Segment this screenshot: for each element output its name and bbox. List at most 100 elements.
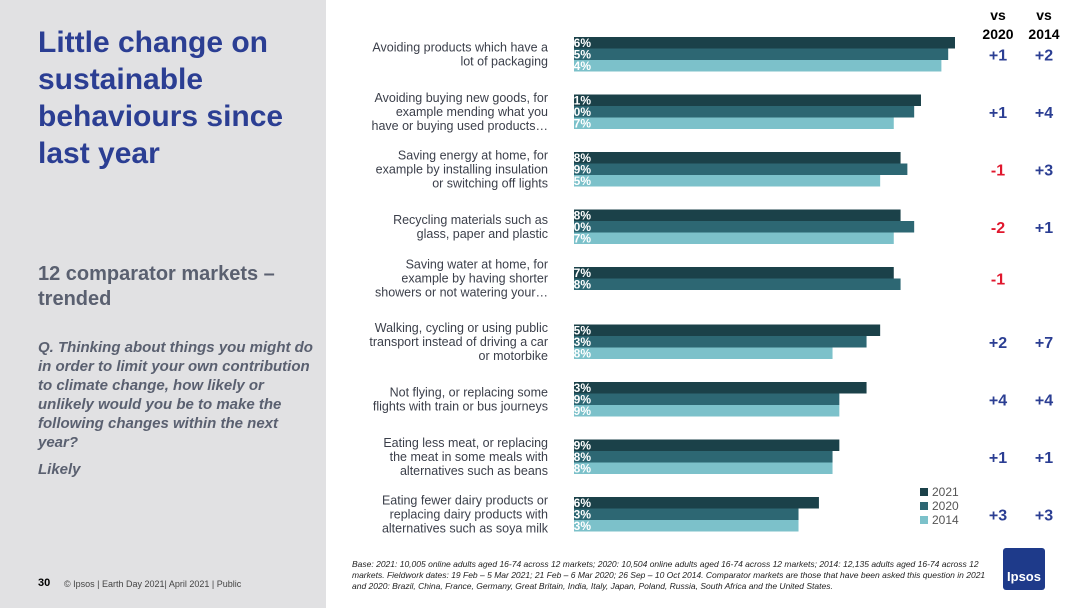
answer-label: Likely bbox=[38, 461, 81, 478]
diff-vs-2014: +7 bbox=[1035, 335, 1053, 352]
data-label-2021: 36% bbox=[567, 496, 591, 510]
data-label-2014: 38% bbox=[567, 461, 591, 475]
bar-2014 bbox=[574, 520, 799, 532]
data-label-2014: 39% bbox=[567, 404, 591, 418]
category-label: Saving energy at home, for example by ins… bbox=[376, 148, 548, 190]
data-label-2020: 38% bbox=[567, 450, 591, 464]
base-note: Base: 2021: 10,005 online adults aged 16… bbox=[352, 559, 986, 591]
diff-vs-2020: -1 bbox=[991, 272, 1005, 289]
category-label-line: glass, paper and plastic bbox=[417, 227, 548, 241]
category-label-line: Avoiding buying new goods, for bbox=[375, 91, 549, 105]
ipsos-logo: Ipsos bbox=[1003, 548, 1045, 590]
bar-2020 bbox=[574, 48, 949, 60]
subtitle: 12 comparator markets – trended bbox=[38, 263, 275, 310]
bar-2020 bbox=[574, 508, 799, 520]
data-label-2021: 39% bbox=[567, 438, 591, 452]
category-label-line: flights with train or bus journeys bbox=[373, 399, 548, 413]
diff-vs-2014: +1 bbox=[1035, 450, 1053, 467]
diff-vs-2014: +4 bbox=[1035, 105, 1053, 122]
bar-2020 bbox=[574, 163, 908, 175]
data-label-2020: 50% bbox=[567, 105, 591, 119]
data-label-2020: 50% bbox=[567, 220, 591, 234]
data-label-2014: 54% bbox=[567, 59, 591, 73]
category-label-line: Saving water at home, for bbox=[406, 258, 548, 272]
data-label-2014: 47% bbox=[567, 231, 591, 245]
bar-2014 bbox=[574, 232, 894, 244]
question-text: Q. Thinking about things you might do in… bbox=[38, 339, 313, 451]
bar-2021 bbox=[574, 497, 819, 509]
category-label-line: lot of packaging bbox=[460, 54, 548, 68]
diff-vs-2020: +3 bbox=[989, 507, 1007, 524]
data-label-2021: 56% bbox=[567, 36, 591, 50]
legend-swatch-2020 bbox=[920, 502, 928, 510]
header-vs-2014: vs 2014 bbox=[1028, 7, 1060, 42]
diff-vs-2020: -2 bbox=[991, 220, 1005, 237]
legend-label-2020: 2020 bbox=[932, 499, 959, 513]
category-label-line: Eating less meat, or replacing bbox=[383, 436, 548, 450]
data-label-2020: 55% bbox=[567, 47, 591, 61]
data-label-2020: 39% bbox=[567, 392, 591, 406]
category-label: Saving water at home, for example by havi… bbox=[375, 258, 548, 300]
category-label: Walking, cycling or using public transpor… bbox=[369, 321, 548, 363]
category-label-line: or switching off lights bbox=[432, 176, 548, 190]
legend-swatch-2021 bbox=[920, 488, 928, 496]
category-label-line: example by installing insulation bbox=[376, 162, 548, 176]
diff-vs-2020: +1 bbox=[989, 450, 1007, 467]
data-label-2021: 47% bbox=[567, 266, 591, 280]
category-label: Recycling materials such as glass, paper … bbox=[393, 213, 548, 241]
legend-label-2014: 2014 bbox=[932, 513, 959, 527]
data-label-2021: 48% bbox=[567, 151, 591, 165]
diff-vs-2020: +1 bbox=[989, 105, 1007, 122]
category-label-line: alternatives such as soya milk bbox=[382, 521, 549, 535]
data-label-2020: 43% bbox=[567, 335, 591, 349]
bar-2014 bbox=[574, 60, 942, 72]
category-label-line: Avoiding products which have a bbox=[372, 40, 548, 54]
category-label-line: have or buying used products… bbox=[372, 119, 549, 133]
category-label-line: or motorbike bbox=[479, 349, 549, 363]
diff-vs-2014: +3 bbox=[1035, 507, 1053, 524]
category-label-line: Recycling materials such as bbox=[393, 213, 548, 227]
diff-vs-2020: -1 bbox=[991, 162, 1005, 179]
category-label-line: Walking, cycling or using public bbox=[375, 321, 548, 335]
category-label: Avoiding products which have a lot of pac… bbox=[372, 40, 548, 68]
bar-2014 bbox=[574, 347, 833, 359]
category-label-line: example mending what you bbox=[396, 105, 548, 119]
data-label-2021: 45% bbox=[567, 323, 591, 337]
diff-vs-2014: +2 bbox=[1035, 47, 1053, 64]
diff-vs-2020: +1 bbox=[989, 47, 1007, 64]
category-label-line: transport instead of driving a car bbox=[369, 335, 548, 349]
bar-2021 bbox=[574, 209, 901, 221]
diff-vs-2020: +4 bbox=[989, 392, 1007, 409]
category-label-line: example by having shorter bbox=[401, 272, 548, 286]
data-label-2021: 51% bbox=[567, 93, 591, 107]
data-label-2014: 47% bbox=[567, 116, 591, 130]
bar-2020 bbox=[574, 221, 915, 233]
bar-chart: Avoiding products which have a lot of pac… bbox=[369, 36, 1053, 535]
category-label-line: alternatives such as beans bbox=[400, 464, 548, 478]
bar-2020 bbox=[574, 451, 833, 463]
page-number: 30 bbox=[38, 577, 51, 589]
legend-label-2021: 2021 bbox=[932, 485, 959, 499]
category-label-line: showers or not watering your… bbox=[375, 286, 548, 300]
bar-2014 bbox=[574, 462, 833, 474]
header-vs-2020: vs 2020 bbox=[982, 7, 1014, 42]
category-label-line: Saving energy at home, for bbox=[398, 148, 548, 162]
data-label-2014: 45% bbox=[567, 174, 591, 188]
category-label-line: Not flying, or replacing some bbox=[390, 385, 548, 399]
category-label-line: Eating fewer dairy products or bbox=[382, 493, 548, 507]
data-label-2021: 43% bbox=[567, 381, 591, 395]
bar-2020 bbox=[574, 393, 840, 405]
bar-2021 bbox=[574, 94, 921, 106]
legend-swatch-2014 bbox=[920, 516, 928, 524]
category-label-line: the meat in some meals with bbox=[390, 450, 548, 464]
bar-2021 bbox=[574, 439, 840, 451]
data-label-2020: 48% bbox=[567, 277, 591, 291]
bar-2020 bbox=[574, 278, 901, 290]
footer-text: © Ipsos | Earth Day 2021| April 2021 | P… bbox=[64, 579, 242, 589]
bar-2014 bbox=[574, 175, 881, 187]
bar-2021 bbox=[574, 382, 867, 394]
diff-vs-2014: +1 bbox=[1035, 220, 1053, 237]
category-label-line: replacing dairy products with bbox=[390, 507, 548, 521]
data-label-2014: 33% bbox=[567, 519, 591, 533]
bar-2021 bbox=[574, 152, 901, 164]
